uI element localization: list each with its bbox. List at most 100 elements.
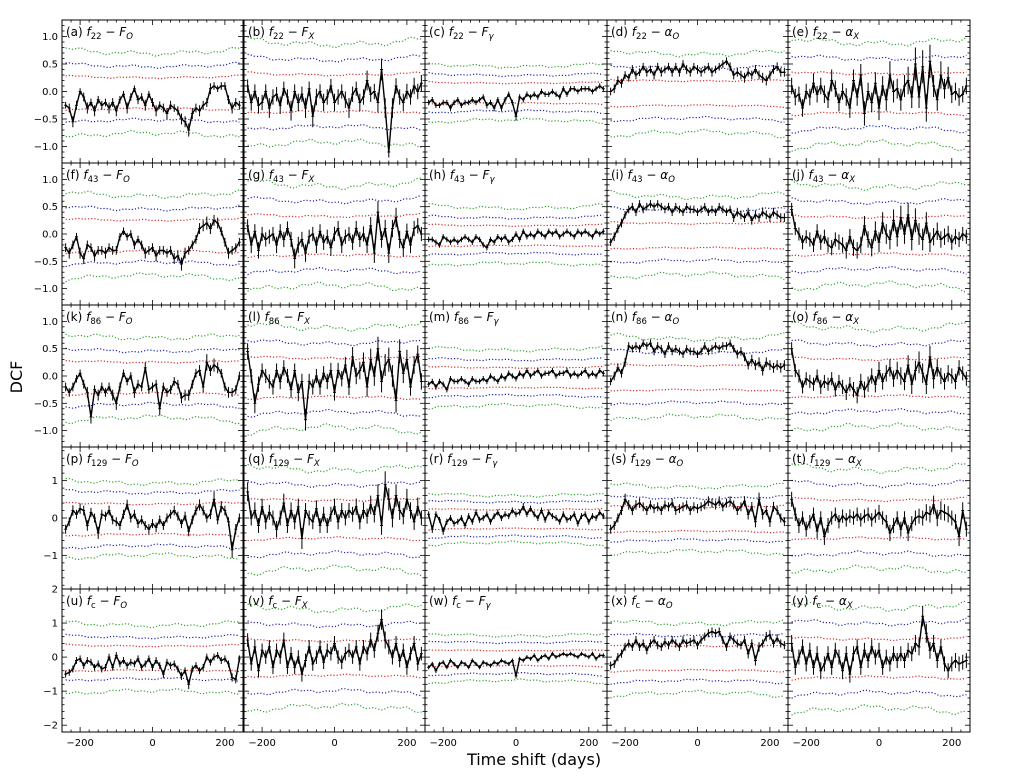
band-2-upper [65, 488, 240, 495]
y-tick-label: 2 [52, 585, 58, 596]
y-tick-label: 0 [52, 653, 58, 664]
band-1-lower [610, 529, 785, 534]
band-1-upper [428, 649, 604, 652]
panel-label: (f) f43 − FO [66, 168, 130, 185]
panel-x: −200 0 200 (x) fc − αO [606, 588, 789, 749]
band-1-upper [791, 356, 967, 362]
band-2-upper [791, 197, 967, 206]
band-1-lower [428, 527, 604, 531]
panel-frame [606, 588, 789, 733]
band-2-lower [428, 534, 604, 540]
dcf-line [790, 348, 967, 397]
band-2-upper [610, 494, 785, 501]
band-2-upper [247, 481, 422, 488]
band-3-upper [428, 632, 604, 638]
band-3-lower [247, 281, 422, 292]
band-3-lower [247, 564, 422, 577]
panel-b: (b) f22 − FX [243, 19, 426, 164]
panel-k: −1.0 −0.5 0.0 0.5 1.0 (k) f86 − FO [34, 304, 244, 448]
band-1-upper [247, 497, 422, 503]
panel-label: (q) f129 − FX [248, 452, 320, 469]
band-2-upper [428, 499, 604, 504]
panels-layer: −1.0 −0.5 0.0 0.5 1.0 (a) f22 − FO (b) f22 − F… [34, 19, 971, 749]
x-tick-label: −200 [429, 738, 456, 749]
band-3-lower [791, 139, 967, 152]
panel-plot-area [427, 492, 605, 547]
band-2-lower [247, 408, 422, 418]
y-tick-label: −1.0 [34, 142, 58, 153]
dcf-line [64, 499, 241, 550]
panel-frame [61, 304, 244, 448]
dcf-line [790, 616, 967, 675]
panel-frame [787, 19, 971, 164]
band-1-upper [791, 214, 967, 219]
band-1-lower [791, 536, 967, 541]
band-2-upper [65, 347, 240, 354]
panel-plot-area [246, 603, 423, 714]
y-tick-label: 0.0 [42, 87, 58, 98]
band-2-upper [791, 479, 967, 489]
band-3-upper [65, 189, 240, 200]
band-3-upper [610, 332, 785, 343]
band-1-upper [247, 355, 422, 361]
x-tick-label: −200 [66, 738, 93, 749]
y-tick-label: 1.0 [42, 175, 58, 186]
y-tick-label: −1.0 [34, 426, 58, 437]
band-2-lower [65, 259, 240, 268]
band-1-lower [428, 386, 604, 390]
band-1-upper [247, 71, 422, 77]
band-3-upper [428, 203, 604, 211]
x-tick-label: 0 [694, 738, 700, 749]
panel-q: (q) f129 − FX [243, 446, 426, 590]
band-3-upper [791, 462, 967, 474]
y-tick-label: −0.5 [34, 399, 58, 410]
band-1-upper [791, 71, 967, 76]
band-1-lower [610, 103, 785, 109]
band-1-lower [65, 532, 240, 537]
band-2-upper [247, 53, 422, 63]
y-tick-label: 0.5 [42, 202, 58, 213]
panel-plot-area [246, 36, 423, 158]
band-1-lower [65, 391, 240, 396]
dcf-line [428, 369, 604, 392]
panel-v: −200 0 200 (v) fc − FX [243, 588, 426, 749]
band-3-lower [791, 564, 967, 574]
panel-label: (k) f86 − FO [66, 310, 133, 327]
dcf-line [246, 348, 423, 420]
band-1-upper [65, 643, 240, 648]
band-3-upper [791, 36, 967, 47]
band-3-lower [65, 552, 240, 561]
panel-label: (e) f22 − αX [792, 25, 859, 42]
panel-plot-area [427, 345, 605, 410]
panel-label: (p) f129 − FO [66, 452, 139, 469]
y-tick-label: 0.5 [42, 344, 58, 355]
band-3-upper [428, 492, 604, 498]
band-3-upper [791, 600, 967, 612]
band-2-upper [610, 206, 785, 214]
dcf-line [428, 85, 604, 117]
band-2-lower [65, 117, 240, 124]
band-3-lower [610, 271, 785, 281]
band-2-upper [428, 356, 604, 362]
panel-plot-area [427, 632, 605, 685]
band-2-lower [791, 689, 967, 699]
panel-plot-area [427, 203, 605, 267]
panel-frame [606, 304, 789, 448]
band-3-upper [65, 620, 240, 629]
panel-plot-area [790, 321, 968, 432]
y-tick-label: −0.5 [34, 257, 58, 268]
panel-label: (r) f129 − Fγ [429, 452, 498, 469]
panel-frame [61, 588, 244, 733]
panel-n: (n) f86 − αO [606, 304, 789, 448]
panel-label: (u) fc − FO [66, 594, 127, 611]
band-3-upper [428, 345, 604, 353]
band-1-lower [65, 107, 240, 112]
band-2-lower [428, 671, 604, 677]
panel-p: −1 0 1 (p) f129 − FO [43, 446, 244, 590]
panel-t: (t) f129 − αX [787, 446, 971, 590]
band-2-lower [610, 537, 785, 544]
panel-l: (l) f86 − FX [243, 304, 426, 448]
band-1-upper [791, 635, 967, 642]
band-3-lower [610, 689, 785, 699]
y-tick-label: 1 [52, 619, 58, 630]
